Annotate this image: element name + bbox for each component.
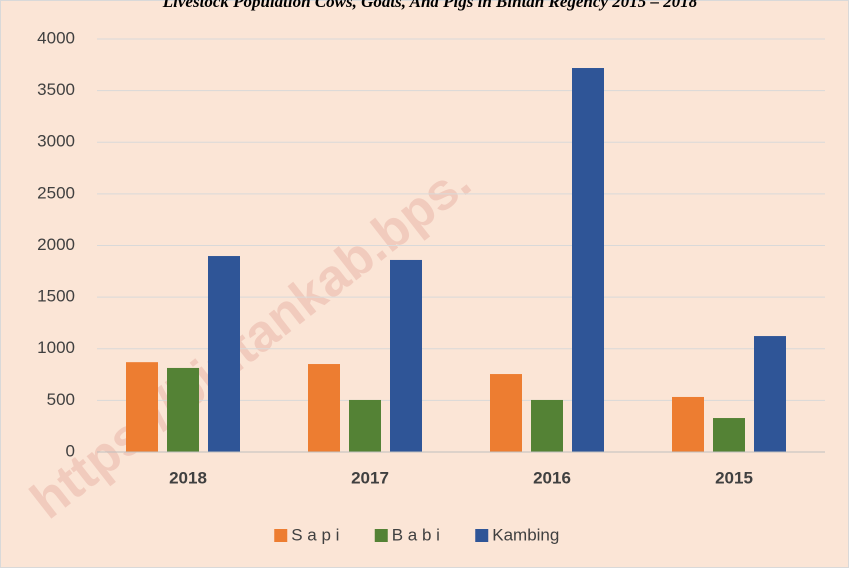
bar	[390, 259, 422, 452]
legend-label: B a b i	[392, 525, 440, 544]
y-tick-label: 3000	[37, 132, 75, 151]
y-tick-label: 3500	[37, 80, 75, 99]
legend-swatch	[374, 529, 388, 542]
y-tick-label: 0	[66, 441, 75, 460]
bar	[349, 399, 381, 452]
x-tick-label: 2016	[533, 468, 571, 487]
bar	[572, 68, 604, 453]
bar	[126, 362, 158, 452]
bar	[167, 367, 199, 452]
x-tick-label: 2017	[351, 468, 389, 487]
bar	[308, 364, 340, 452]
y-tick-label: 500	[47, 390, 75, 409]
legend-swatch	[274, 529, 288, 542]
bar	[672, 396, 704, 452]
legend-swatch	[475, 529, 489, 542]
bar	[208, 256, 240, 452]
bar	[713, 418, 745, 452]
y-tick-label: 4000	[37, 28, 75, 47]
y-tick-label: 2000	[37, 235, 75, 254]
x-tick-label: 2018	[169, 468, 207, 487]
legend-label: Kambing	[492, 525, 559, 544]
x-tick-label: 2015	[715, 468, 753, 487]
bar	[531, 399, 563, 452]
legend-label: S a p i	[291, 525, 339, 544]
y-tick-label: 1500	[37, 287, 75, 306]
y-tick-label: 2500	[37, 183, 75, 202]
chart-title: Livestock Population Cows, Goats, And Pi…	[162, 0, 698, 11]
y-tick-label: 1000	[37, 338, 75, 357]
bar	[490, 374, 522, 452]
bar	[754, 336, 786, 452]
